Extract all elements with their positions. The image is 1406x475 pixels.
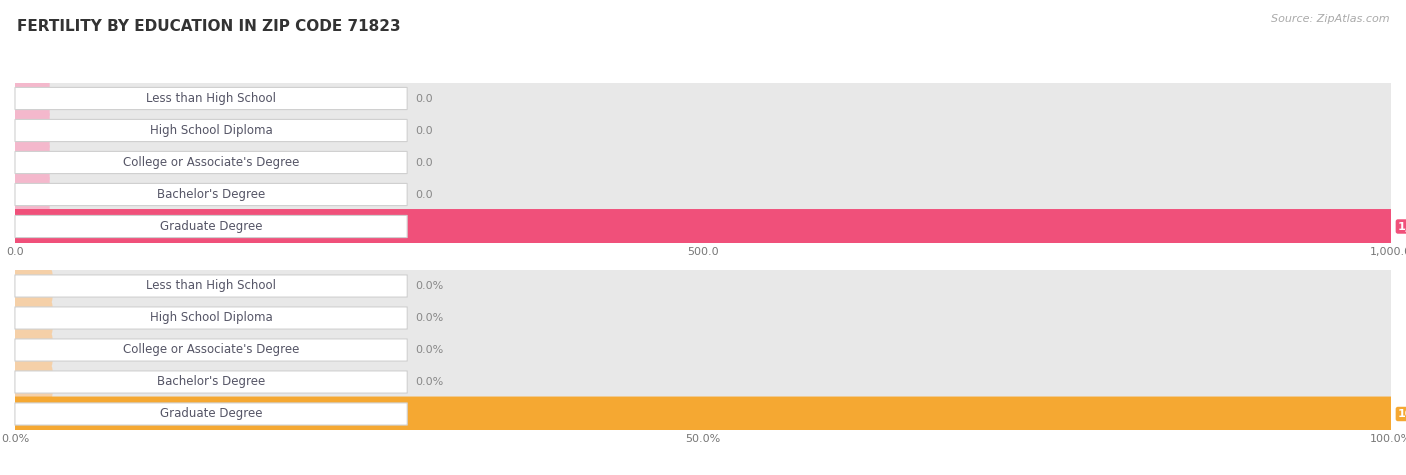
- FancyBboxPatch shape: [11, 301, 1395, 335]
- FancyBboxPatch shape: [14, 270, 1391, 302]
- Text: 0.0%: 0.0%: [415, 281, 443, 291]
- FancyBboxPatch shape: [14, 146, 1391, 179]
- Text: 100.0%: 100.0%: [1398, 409, 1406, 419]
- Text: Less than High School: Less than High School: [146, 279, 276, 293]
- Text: High School Diploma: High School Diploma: [149, 124, 273, 137]
- FancyBboxPatch shape: [15, 403, 408, 425]
- FancyBboxPatch shape: [15, 87, 408, 110]
- FancyBboxPatch shape: [11, 332, 1395, 368]
- FancyBboxPatch shape: [11, 397, 1395, 431]
- FancyBboxPatch shape: [15, 371, 408, 393]
- FancyBboxPatch shape: [11, 397, 1395, 431]
- Text: Bachelor's Degree: Bachelor's Degree: [157, 376, 266, 389]
- Text: 1,000.0: 1,000.0: [1398, 221, 1406, 231]
- Text: Graduate Degree: Graduate Degree: [160, 220, 263, 233]
- Text: Source: ZipAtlas.com: Source: ZipAtlas.com: [1271, 14, 1389, 24]
- FancyBboxPatch shape: [14, 334, 1391, 366]
- FancyBboxPatch shape: [11, 301, 52, 335]
- FancyBboxPatch shape: [15, 339, 408, 361]
- FancyBboxPatch shape: [14, 113, 49, 148]
- Text: Less than High School: Less than High School: [146, 92, 276, 105]
- FancyBboxPatch shape: [14, 179, 1391, 210]
- Text: FERTILITY BY EDUCATION IN ZIP CODE 71823: FERTILITY BY EDUCATION IN ZIP CODE 71823: [17, 19, 401, 34]
- FancyBboxPatch shape: [14, 177, 49, 212]
- Text: 0.0%: 0.0%: [415, 313, 443, 323]
- FancyBboxPatch shape: [15, 183, 408, 206]
- Text: Graduate Degree: Graduate Degree: [160, 408, 263, 420]
- FancyBboxPatch shape: [11, 268, 52, 304]
- FancyBboxPatch shape: [11, 364, 1395, 399]
- Text: College or Associate's Degree: College or Associate's Degree: [122, 156, 299, 169]
- FancyBboxPatch shape: [14, 302, 1391, 334]
- Text: High School Diploma: High School Diploma: [149, 312, 273, 324]
- FancyBboxPatch shape: [14, 177, 1392, 212]
- FancyBboxPatch shape: [14, 398, 1391, 430]
- FancyBboxPatch shape: [14, 145, 49, 180]
- FancyBboxPatch shape: [14, 81, 49, 116]
- Text: Bachelor's Degree: Bachelor's Degree: [157, 188, 266, 201]
- FancyBboxPatch shape: [14, 366, 1391, 398]
- FancyBboxPatch shape: [14, 114, 1391, 146]
- FancyBboxPatch shape: [14, 210, 1391, 243]
- Text: 0.0: 0.0: [415, 94, 433, 104]
- Text: 0.0%: 0.0%: [415, 345, 443, 355]
- FancyBboxPatch shape: [14, 145, 1392, 180]
- FancyBboxPatch shape: [11, 332, 52, 368]
- FancyBboxPatch shape: [11, 268, 1395, 304]
- FancyBboxPatch shape: [14, 209, 1392, 244]
- FancyBboxPatch shape: [15, 119, 408, 142]
- FancyBboxPatch shape: [15, 152, 408, 173]
- FancyBboxPatch shape: [15, 307, 408, 329]
- Text: 0.0%: 0.0%: [415, 377, 443, 387]
- Text: 0.0: 0.0: [415, 190, 433, 200]
- FancyBboxPatch shape: [11, 364, 52, 399]
- FancyBboxPatch shape: [15, 275, 408, 297]
- FancyBboxPatch shape: [15, 216, 408, 238]
- Text: College or Associate's Degree: College or Associate's Degree: [122, 343, 299, 357]
- Text: 0.0: 0.0: [415, 125, 433, 135]
- Text: 0.0: 0.0: [415, 158, 433, 168]
- FancyBboxPatch shape: [14, 113, 1392, 148]
- FancyBboxPatch shape: [14, 83, 1391, 114]
- FancyBboxPatch shape: [14, 209, 1392, 244]
- FancyBboxPatch shape: [14, 81, 1392, 116]
